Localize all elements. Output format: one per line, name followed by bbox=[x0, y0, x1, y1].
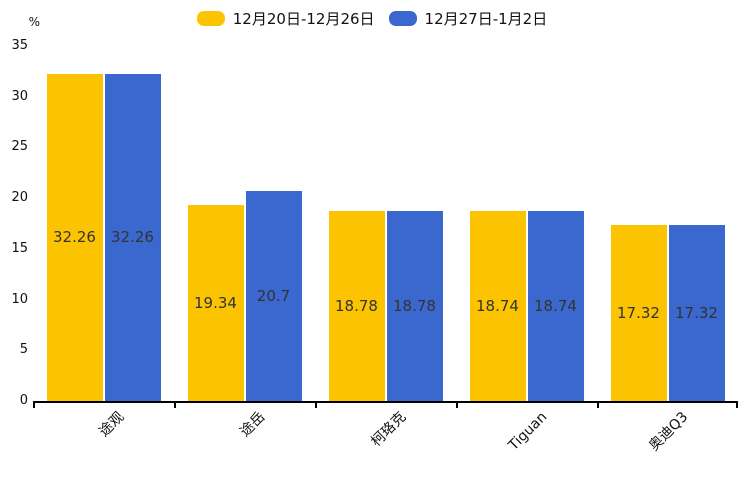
bar-12月20日-12月26日-柯珞克[interactable]: 18.78 bbox=[328, 210, 385, 401]
x-axis-tickmark bbox=[597, 403, 599, 408]
bar-12月20日-12月26日-途岳[interactable]: 19.34 bbox=[187, 204, 244, 401]
bar-12月20日-12月26日-途观[interactable]: 32.26 bbox=[46, 73, 103, 401]
bar-12月27日-1月2日-途岳[interactable]: 20.7 bbox=[245, 191, 302, 401]
x-category-label-奥迪Q3: 奥迪Q3 bbox=[645, 409, 691, 455]
x-category-label-途观: 途观 bbox=[95, 409, 127, 441]
x-category-label-途岳: 途岳 bbox=[236, 409, 268, 441]
x-axis-tickmark bbox=[456, 403, 458, 408]
bar-12月27日-1月2日-途观[interactable]: 32.26 bbox=[104, 73, 161, 401]
legend: 12月20日-12月26日 12月27日-1月2日 bbox=[0, 8, 744, 29]
y-tick-label: 0 bbox=[19, 393, 28, 408]
bar-value-label: 18.78 bbox=[335, 296, 378, 315]
bar-12月27日-1月2日-柯珞克[interactable]: 18.78 bbox=[386, 210, 443, 401]
x-axis-tickmark bbox=[174, 403, 176, 408]
legend-label-week2: 12月27日-1月2日 bbox=[424, 10, 548, 28]
y-tick-label: 10 bbox=[11, 291, 28, 307]
y-tick-label: 5 bbox=[19, 342, 28, 358]
bar-12月20日-12月26日-Tiguan[interactable]: 18.74 bbox=[469, 210, 526, 401]
bar-value-label: 18.74 bbox=[476, 296, 519, 315]
bar-value-label: 32.26 bbox=[53, 228, 96, 247]
bar-value-label: 17.32 bbox=[675, 304, 718, 323]
x-axis-tickmark bbox=[736, 403, 738, 408]
y-tick-label: 25 bbox=[11, 139, 28, 155]
y-tick-label: 30 bbox=[11, 88, 28, 104]
y-tick-label: 35 bbox=[11, 38, 28, 53]
legend-item-week1[interactable]: 12月20日-12月26日 bbox=[196, 8, 375, 29]
bar-12月27日-1月2日-奥迪Q3[interactable]: 17.32 bbox=[668, 225, 725, 401]
x-category-label-柯珞克: 柯珞克 bbox=[367, 409, 409, 451]
legend-swatch-yellow bbox=[196, 11, 225, 26]
bar-value-label: 17.32 bbox=[617, 304, 660, 323]
bar-value-label: 20.7 bbox=[256, 287, 291, 305]
y-tick-label: 15 bbox=[11, 240, 28, 256]
bar-12月20日-12月26日-奥迪Q3[interactable]: 17.32 bbox=[610, 225, 667, 401]
bar-value-label: 32.26 bbox=[111, 228, 154, 247]
x-category-label-Tiguan: Tiguan bbox=[505, 409, 550, 454]
x-axis-line bbox=[33, 401, 738, 403]
legend-label-week1: 12月20日-12月26日 bbox=[232, 10, 375, 28]
bar-value-label: 18.74 bbox=[534, 296, 577, 315]
y-axis-unit-label: % bbox=[28, 15, 40, 29]
legend-item-week2[interactable]: 12月27日-1月2日 bbox=[388, 8, 548, 29]
x-axis-tickmark bbox=[315, 403, 317, 408]
bar-12月27日-1月2日-Tiguan[interactable]: 18.74 bbox=[527, 210, 584, 401]
legend-swatch-blue bbox=[388, 11, 417, 26]
x-axis-tickmark bbox=[33, 403, 35, 408]
bar-value-label: 18.78 bbox=[393, 296, 436, 315]
y-tick-label: 20 bbox=[11, 190, 28, 206]
bar-value-label: 19.34 bbox=[194, 293, 237, 312]
